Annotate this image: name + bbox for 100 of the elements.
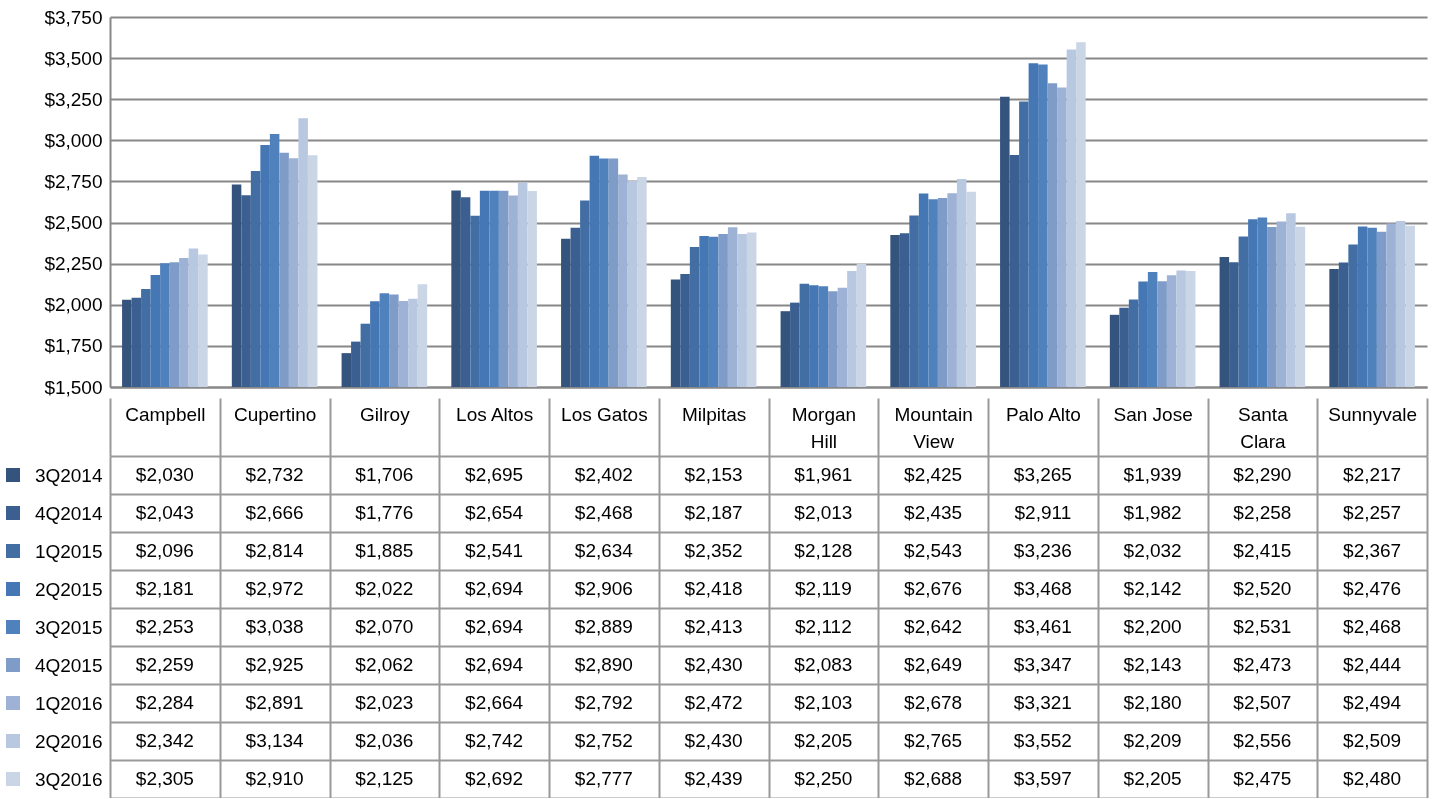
legend-label: 2Q2015 [34,578,103,600]
data-label: $1,885 [355,540,414,561]
data-label: $2,415 [1233,540,1292,561]
data-label: $2,742 [465,730,524,751]
data-label: $2,678 [904,692,963,713]
y-tick-label: $2,750 [44,170,103,192]
data-label: $2,444 [1343,654,1402,675]
data-label: $2,543 [904,540,963,561]
data-label: $2,043 [135,502,194,523]
data-label: $2,541 [465,540,524,561]
data-label: $2,022 [355,578,414,599]
x-tick-label: Los Gatos [561,403,648,425]
data-label: $2,425 [904,464,963,485]
data-label: $2,649 [904,654,963,675]
data-label: $2,634 [574,540,634,561]
data-label: $2,070 [355,616,414,637]
data-label: $2,119 [795,578,852,599]
data-label: $3,468 [1013,578,1072,599]
data-label: $2,430 [684,654,743,675]
data-label: $2,023 [355,692,414,713]
x-tick-label: Campbell [125,403,206,425]
data-label: $2,430 [684,730,743,751]
data-label: $2,142 [1123,578,1182,599]
data-label: $2,695 [465,464,524,485]
data-label: $2,468 [1343,616,1402,637]
data-label: $1,961 [794,464,853,485]
data-label: $1,706 [355,464,414,485]
legend-label: 3Q2016 [34,768,103,790]
x-tick-label: Cupertino [233,403,317,425]
data-label: $3,038 [245,616,304,637]
data-label: $2,418 [684,578,743,599]
y-tick-label: $1,750 [44,335,103,357]
data-label: $2,284 [135,692,195,713]
data-label: $2,664 [465,692,524,713]
data-label: $2,752 [574,730,633,751]
y-tick-label: $3,750 [44,6,103,28]
data-label: $2,153 [684,464,743,485]
data-label: $2,972 [245,578,304,599]
data-label: $2,925 [245,654,304,675]
x-tick-label: San Jose [1113,403,1193,425]
data-label: $2,103 [794,692,853,713]
data-label: $2,889 [574,616,633,637]
data-label: $2,367 [1343,540,1402,561]
y-tick-label: $2,250 [44,253,103,275]
data-label: $2,257 [1343,502,1402,523]
data-label: $2,556 [1233,730,1292,751]
data-label: $2,125 [355,768,414,789]
data-label: $3,265 [1013,464,1072,485]
x-tick-label: Morgan Hill [791,403,857,452]
y-tick-label: $3,250 [44,88,103,110]
x-tick-label: Los Altos [456,403,534,425]
data-label: $3,134 [245,730,305,751]
data-label: $2,642 [904,616,963,637]
data-label: $2,476 [1343,578,1402,599]
legend-label: 4Q2014 [34,502,103,524]
data-label: $2,259 [135,654,194,675]
data-label: $2,891 [245,692,304,713]
data-label: $1,776 [355,502,414,523]
legend-label: 4Q2015 [34,654,103,676]
data-label: $2,494 [1343,692,1402,713]
data-label: $2,290 [1233,464,1292,485]
data-label: $2,531 [1233,616,1292,637]
data-label: $2,732 [245,464,304,485]
legend-label: 3Q2015 [34,616,103,638]
data-label: $2,792 [574,692,633,713]
data-label: $2,777 [574,768,633,789]
data-label: $2,209 [1123,730,1182,751]
data-label: $2,013 [794,502,853,523]
data-label: $2,688 [904,768,963,789]
x-tick-label: Palo Alto [1005,403,1081,425]
data-label: $2,694 [465,654,524,675]
data-label: $2,402 [574,464,633,485]
data-label: $3,236 [1013,540,1072,561]
data-label: $2,143 [1123,654,1182,675]
data-label: $2,520 [1233,578,1292,599]
data-label: $3,321 [1013,692,1072,713]
data-label: $2,342 [135,730,194,751]
data-label: $2,475 [1233,768,1292,789]
x-tick-label: Santa Clara [1238,403,1289,452]
data-label: $2,507 [1233,692,1292,713]
data-label: $2,250 [794,768,853,789]
data-label: $2,030 [135,464,194,485]
data-label: $2,694 [465,616,524,637]
data-label: $2,200 [1123,616,1182,637]
data-label: $2,509 [1343,730,1402,751]
data-label: $3,461 [1013,616,1072,637]
data-label: $2,253 [135,616,194,637]
data-label: $2,205 [794,730,853,751]
data-label: $3,552 [1013,730,1072,751]
data-label: $2,258 [1233,502,1292,523]
data-label: $3,597 [1013,768,1072,789]
data-label: $2,096 [135,540,194,561]
data-label: $2,890 [574,654,633,675]
data-label: $2,468 [574,502,633,523]
data-label: $2,413 [684,616,743,637]
legend-label: 1Q2015 [34,540,103,562]
data-label: $3,347 [1013,654,1072,675]
data-label: $2,036 [355,730,414,751]
data-label: $2,692 [465,768,524,789]
data-label: $2,128 [794,540,853,561]
